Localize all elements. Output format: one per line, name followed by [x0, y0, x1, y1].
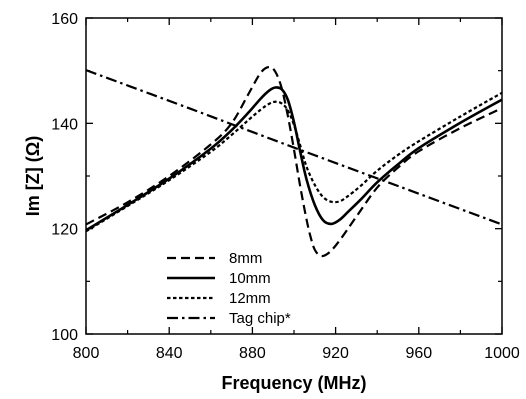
series-line-tag-chip [85, 69, 503, 226]
y-axis: 100 120 140 160 [51, 11, 502, 344]
x-tick-label: 840 [156, 345, 183, 362]
legend: 8mm 10mm 12mm Tag chip* [167, 250, 291, 327]
legend-label: 10mm [229, 270, 271, 287]
y-tick-label: 160 [51, 11, 78, 28]
series-layer [85, 65, 503, 258]
y-tick-label: 120 [51, 222, 78, 239]
plot-area-border [85, 17, 503, 335]
x-axis-title: Frequency (MHz) [221, 373, 366, 393]
x-axis: 800 840 880 920 960 1000 [73, 18, 520, 362]
y-axis-title: Im [Z] (Ω) [23, 136, 43, 216]
x-tick-label: 1000 [484, 345, 520, 362]
x-tick-label: 920 [322, 345, 349, 362]
y-tick-label: 100 [51, 327, 78, 344]
legend-label: 8mm [229, 250, 262, 267]
x-tick-label: 800 [73, 345, 100, 362]
legend-label: 12mm [229, 290, 271, 307]
series-line-8mm [85, 65, 503, 258]
x-tick-label: 960 [405, 345, 432, 362]
x-tick-label: 880 [239, 345, 266, 362]
legend-label: Tag chip* [229, 310, 291, 327]
series-line-10mm [85, 86, 503, 232]
plot-frame [85, 17, 503, 335]
series-line-12mm [85, 91, 503, 233]
y-tick-label: 140 [51, 116, 78, 133]
